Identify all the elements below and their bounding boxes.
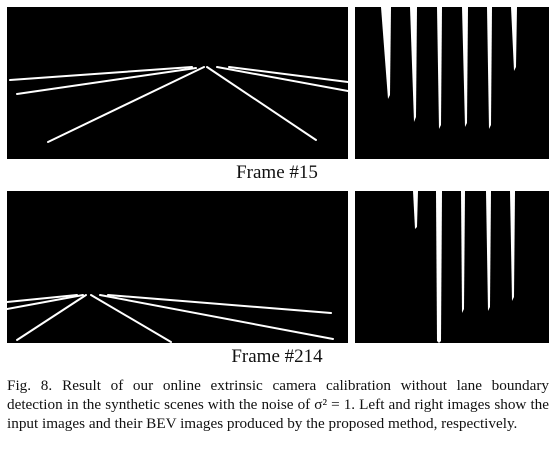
bev-image-frame-214 bbox=[355, 191, 549, 343]
lane-line bbox=[107, 294, 332, 314]
lane-line bbox=[7, 294, 84, 310]
lane-line bbox=[216, 66, 348, 92]
bev-lane bbox=[510, 191, 515, 301]
bev-image-frame-15 bbox=[355, 7, 549, 159]
bev-lane bbox=[462, 7, 468, 127]
lane-line bbox=[16, 67, 197, 95]
bev-lane bbox=[437, 7, 442, 129]
bev-lane bbox=[487, 7, 492, 129]
bev-lane bbox=[486, 191, 491, 311]
figure-number: Fig. 8. bbox=[7, 377, 53, 394]
lane-line bbox=[47, 66, 205, 143]
lane-line bbox=[90, 294, 172, 343]
lane-line bbox=[206, 66, 317, 141]
input-image-frame-214 bbox=[7, 191, 348, 343]
frame-label-214: Frame #214 bbox=[231, 346, 323, 367]
bev-lane bbox=[410, 7, 417, 122]
bev-lane bbox=[511, 7, 517, 71]
input-image-frame-15 bbox=[7, 7, 348, 159]
lane-line bbox=[228, 66, 348, 83]
bev-lane bbox=[461, 191, 465, 313]
figure-caption: Fig. 8. Result of our online extrinsic ca… bbox=[7, 376, 549, 433]
lane-line bbox=[99, 294, 334, 340]
bev-lane bbox=[381, 7, 391, 99]
bev-lane bbox=[436, 191, 442, 343]
caption-text: Result of our online extrinsic camera ca… bbox=[7, 377, 549, 432]
lane-line bbox=[16, 294, 87, 341]
frame-label-15: Frame #15 bbox=[236, 162, 318, 183]
bev-lane bbox=[413, 191, 418, 229]
lane-line bbox=[9, 66, 193, 81]
lane-line bbox=[7, 294, 78, 303]
